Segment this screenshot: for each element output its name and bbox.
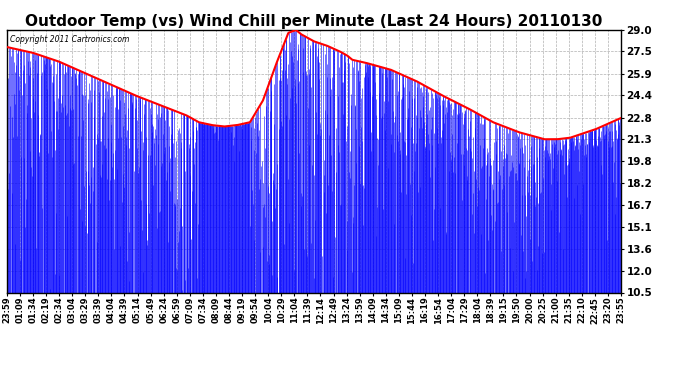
Title: Outdoor Temp (vs) Wind Chill per Minute (Last 24 Hours) 20110130: Outdoor Temp (vs) Wind Chill per Minute … (26, 14, 602, 29)
Text: Copyright 2011 Cartronics.com: Copyright 2011 Cartronics.com (10, 35, 129, 44)
